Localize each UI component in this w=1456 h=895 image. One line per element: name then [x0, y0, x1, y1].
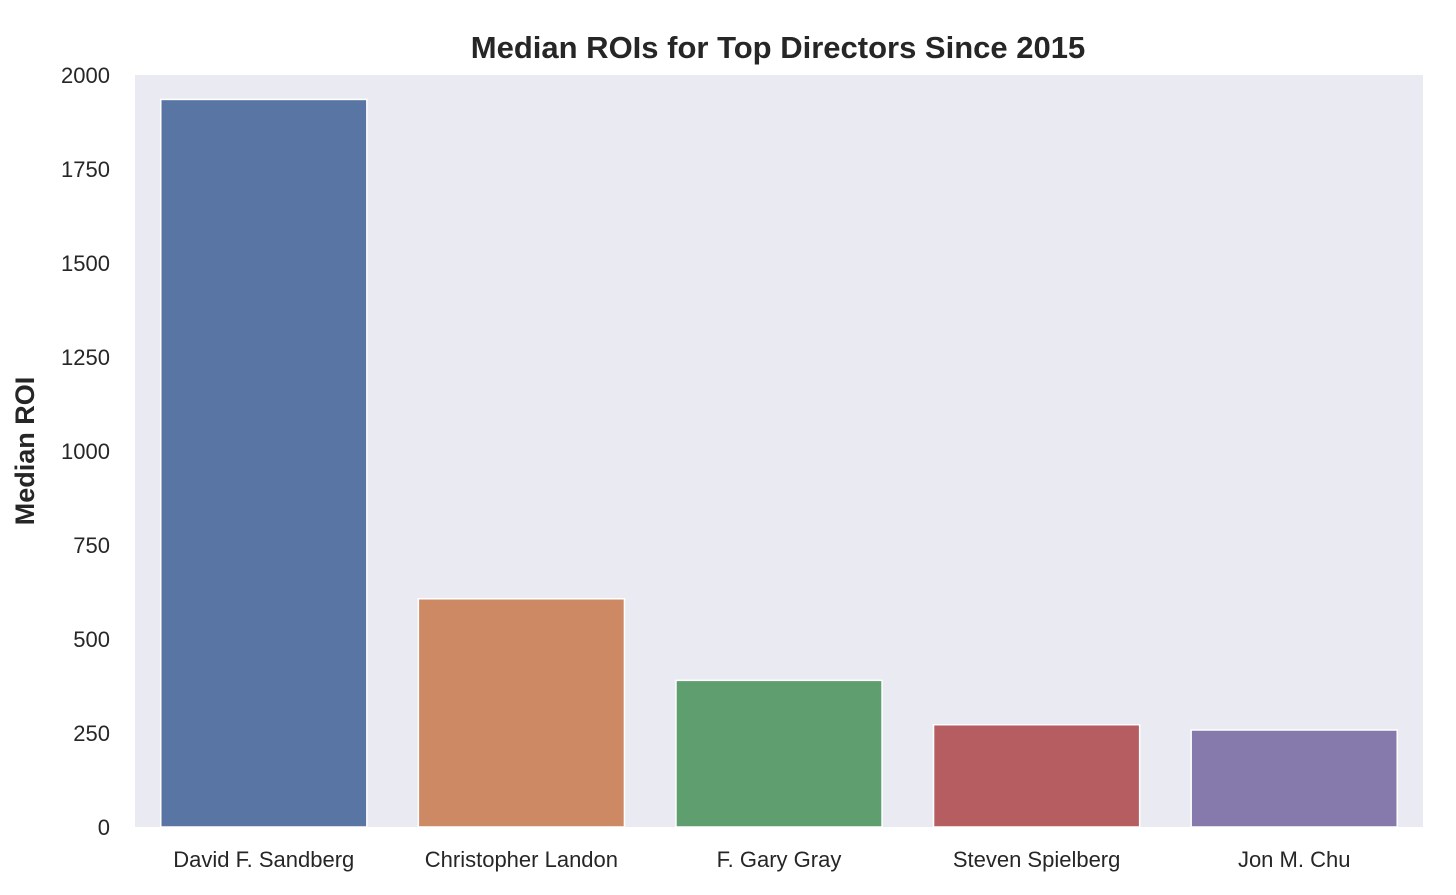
x-tick-label: Jon M. Chu: [1238, 847, 1351, 872]
x-axis-ticks: David F. Sandberg Christopher Landon F. Ga…: [173, 847, 1350, 872]
bar-1: [160, 98, 368, 828]
chart-title: Median ROIs for Top Directors Since 2015: [471, 30, 1085, 65]
y-tick-label: 1500: [61, 251, 110, 276]
y-tick-label: 1000: [61, 439, 110, 464]
y-tick-label: 0: [98, 815, 110, 840]
y-tick-label: 1750: [61, 157, 110, 182]
x-tick-label: David F. Sandberg: [173, 847, 354, 872]
bar-5: [1190, 729, 1398, 828]
bars-layer: [160, 98, 1398, 828]
bar-3: [675, 679, 883, 828]
x-tick-label: F. Gary Gray: [717, 847, 842, 872]
x-tick-label: Steven Spielberg: [953, 847, 1121, 872]
y-tick-label: 500: [73, 627, 110, 652]
y-axis-label: Median ROI: [10, 377, 40, 526]
y-tick-label: 250: [73, 721, 110, 746]
y-tick-label: 750: [73, 533, 110, 558]
y-axis-ticks: 0 250 500 750 1000 1250 1500 1750 2000: [61, 63, 110, 840]
y-tick-label: 1250: [61, 345, 110, 370]
bar-4: [932, 723, 1141, 828]
y-tick-label: 2000: [61, 63, 110, 88]
bar-2: [417, 598, 626, 828]
x-tick-label: Christopher Landon: [425, 847, 618, 872]
